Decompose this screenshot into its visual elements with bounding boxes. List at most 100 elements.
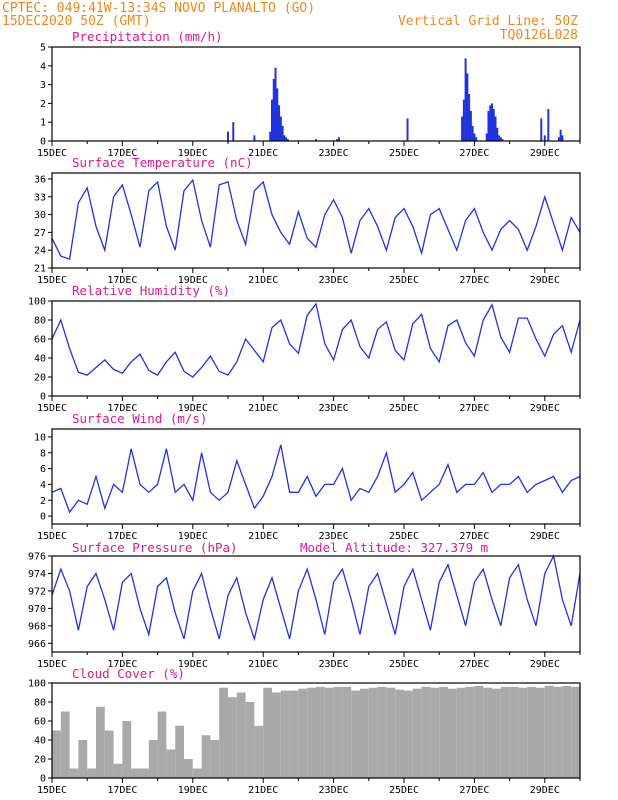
wind-xtick-label: 21DEC	[248, 531, 278, 542]
cloud-area-bar	[298, 688, 308, 778]
rh-xtick-label: 21DEC	[248, 403, 278, 414]
cloud-area-bar	[87, 768, 96, 778]
precip-bar	[498, 135, 501, 141]
wind-ytick-label: 2	[40, 496, 46, 507]
precip-frame	[51, 46, 581, 142]
cloud-area-bar	[342, 686, 352, 778]
temp-xtick-label: 23DEC	[319, 275, 349, 286]
cloud-area-bar	[184, 759, 193, 778]
precip-bar	[492, 109, 495, 141]
rh-xtick-label: 17DEC	[107, 403, 137, 414]
wind-xtick-label: 15DEC	[37, 531, 67, 542]
rh-ytick-label: 40	[34, 354, 46, 365]
temperature-panel: Surface Temperature (nC) 21 24 27 30 33 36 15D…	[34, 155, 581, 286]
precip-bar	[464, 58, 467, 141]
precip-bar	[462, 99, 465, 141]
cloud-area-bar	[456, 687, 466, 778]
cloud-area-bar	[219, 687, 228, 778]
rh-ytick-label: 60	[34, 335, 46, 346]
precip-bar	[471, 125, 474, 141]
precip-bar	[274, 67, 277, 141]
precip-bar	[469, 110, 472, 141]
precip-bar	[499, 137, 502, 141]
cloud-ytick-label: 80	[34, 698, 46, 709]
wind-ytick-label: 0	[40, 512, 46, 523]
temp-xtick-label: 29DEC	[530, 275, 560, 286]
humidity-panel: Relative Humidity (%) 0 20 40 60 80 100 15DEC 1…	[28, 283, 581, 414]
cloud-area-bar	[316, 686, 325, 778]
precip-bar	[285, 137, 288, 141]
precip-bar	[286, 139, 289, 141]
precip-bar	[466, 73, 469, 141]
cloud-area-bar	[280, 690, 290, 778]
precipitation-panel: Precipitation (mm/h) 0 1 2 3 4 5 15DEC 17DEC 19D…	[37, 29, 581, 159]
cloud-area-bar	[78, 740, 88, 778]
cloud-frame	[51, 682, 581, 779]
precip-bar	[253, 135, 256, 141]
cloud-ytick-label: 0	[40, 774, 46, 785]
wind-ytick-label: 6	[40, 464, 46, 475]
cloud-area-bar	[360, 688, 369, 778]
header-grid-note: Vertical Grid Line: 50Z	[398, 14, 578, 29]
rh-xtick-label: 29DEC	[530, 403, 560, 414]
pres-ytick-label: 974	[28, 569, 46, 580]
temp-frame	[51, 172, 581, 269]
cloud-xtick-label: 17DEC	[107, 785, 137, 796]
header-model-code: TQ0126L028	[500, 28, 578, 43]
humidity-title: Relative Humidity (%)	[72, 283, 230, 298]
cloud-area-bar	[544, 685, 554, 778]
cloud-area-bar	[430, 687, 440, 778]
cloud-area-bar	[465, 686, 475, 778]
precip-bar	[543, 135, 546, 141]
cloud-area-bar	[509, 686, 519, 778]
temp-xtick-label: 19DEC	[178, 275, 208, 286]
precip-bar	[475, 137, 478, 141]
cloud-area-bar	[131, 768, 140, 778]
cloud-xtick-label: 15DEC	[37, 785, 67, 796]
precip-bar	[557, 137, 560, 141]
rh-frame	[51, 300, 581, 397]
precip-bar	[540, 118, 543, 141]
precip-bar	[276, 88, 279, 141]
cloud-area-bar	[122, 721, 132, 778]
cloud-area-bar	[104, 730, 114, 778]
wind-ytick-label: 10	[34, 432, 46, 443]
cloud-area-bar	[69, 768, 79, 778]
precip-xtick-label: 15DEC	[37, 148, 67, 159]
cloud-area-bar	[201, 735, 211, 778]
cloud-area-bar	[386, 687, 396, 778]
precip-xtick-label: 25DEC	[389, 148, 419, 159]
cloud-area-bar	[140, 768, 149, 778]
header-run-time: 15DEC2020 50Z (GMT)	[2, 14, 151, 29]
precip-xtick-label: 23DEC	[319, 148, 349, 159]
precip-bar	[487, 110, 490, 141]
precip-xtick-label: 21DEC	[248, 148, 278, 159]
cloud-area-bar	[245, 702, 255, 778]
cloud-area-bar	[289, 690, 299, 778]
cloud-area-bar	[527, 686, 536, 778]
temp-ytick-label: 36	[34, 174, 46, 185]
cloud-area-bar	[324, 687, 334, 778]
cloud-xtick-label: 19DEC	[178, 785, 208, 796]
temp-ytick-label: 30	[34, 210, 46, 221]
cloud-ytick-label: 100	[28, 679, 46, 690]
rh-ytick-label: 80	[34, 316, 46, 327]
precip-ytick-label: 4	[40, 61, 46, 72]
pres-ytick-label: 966	[28, 639, 46, 650]
temp-ytick-label: 21	[34, 264, 46, 275]
cloud-area-bar	[228, 697, 237, 778]
pres-xtick-label: 27DEC	[459, 659, 489, 670]
precip-ytick-label: 2	[40, 99, 46, 110]
model-altitude-note: Model Altitude: 327.379 m	[300, 540, 488, 555]
cloud-area-bar	[500, 686, 510, 778]
cloud-area-bar	[474, 685, 484, 778]
rh-ytick-label: 20	[34, 373, 46, 384]
pres-xtick-label: 29DEC	[530, 659, 560, 670]
pres-xtick-label: 23DEC	[319, 659, 349, 670]
precip-bar	[489, 105, 492, 141]
cloud-ytick-label: 60	[34, 717, 46, 728]
cloud-area-bar	[421, 686, 431, 778]
wind-xtick-label: 25DEC	[389, 531, 419, 542]
rh-ytick-label: 100	[28, 297, 46, 308]
